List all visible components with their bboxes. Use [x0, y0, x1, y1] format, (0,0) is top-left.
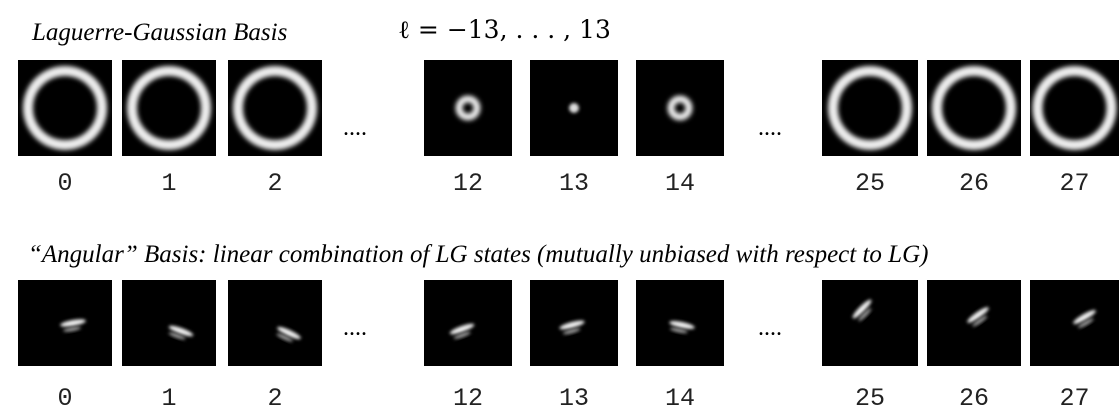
streak: [276, 333, 293, 342]
mode-label: 12: [453, 384, 483, 412]
streak: [453, 331, 471, 339]
streak: [168, 325, 194, 337]
mode-label: 25: [855, 169, 885, 198]
formula: ℓ = −13, . . . , 13: [398, 15, 611, 44]
ring: [127, 66, 211, 150]
mode-label: 26: [959, 384, 989, 412]
ring: [667, 95, 693, 121]
mode-label: 1: [161, 384, 176, 412]
mode-image: [424, 280, 512, 366]
ring: [1032, 66, 1117, 150]
mode-label: 0: [57, 384, 72, 412]
bottom-title: “Angular” Basis: linear combination of L…: [28, 241, 928, 268]
mode-label: 14: [665, 384, 695, 412]
streak: [168, 332, 186, 340]
streak: [562, 328, 581, 335]
ring: [23, 66, 107, 150]
streak: [277, 326, 301, 340]
ring: [828, 66, 912, 150]
streak: [852, 299, 872, 319]
ring: [932, 66, 1016, 150]
mode-image: [822, 280, 918, 366]
streak: [669, 321, 695, 329]
streak: [60, 319, 86, 327]
mode-label: 1: [161, 169, 176, 198]
mode-label: 13: [559, 169, 589, 198]
ring: [233, 66, 317, 150]
mode-image: [636, 60, 724, 156]
ellipsis: ....: [758, 315, 782, 341]
mode-image: [122, 280, 216, 366]
mode-label: 25: [855, 384, 885, 412]
top-title: Laguerre-Gaussian Basis: [31, 19, 287, 46]
ellipsis: ....: [343, 315, 367, 341]
mode-label: 26: [959, 169, 989, 198]
ellipsis: ....: [343, 115, 367, 141]
mode-label: 12: [453, 169, 483, 198]
mode-image: [927, 280, 1021, 366]
mode-label: 27: [1059, 169, 1089, 198]
streak: [1077, 318, 1094, 329]
streak: [669, 327, 688, 334]
mode-image: [228, 280, 322, 366]
ring: [455, 95, 481, 121]
ellipsis: ....: [758, 115, 782, 141]
streak: [559, 320, 585, 330]
streak: [967, 307, 989, 323]
streak: [1073, 310, 1096, 324]
mode-image: [424, 60, 512, 156]
mode-label: 0: [57, 169, 72, 198]
mode-label: 14: [665, 169, 695, 198]
mode-label: 2: [267, 169, 282, 198]
mode-label: 27: [1059, 384, 1089, 412]
spot: [569, 103, 579, 113]
streak: [858, 308, 872, 322]
mode-label: 13: [559, 384, 589, 412]
streak: [63, 326, 81, 332]
streak: [972, 315, 988, 327]
mode-label: 2: [267, 384, 282, 412]
streak: [449, 323, 475, 335]
